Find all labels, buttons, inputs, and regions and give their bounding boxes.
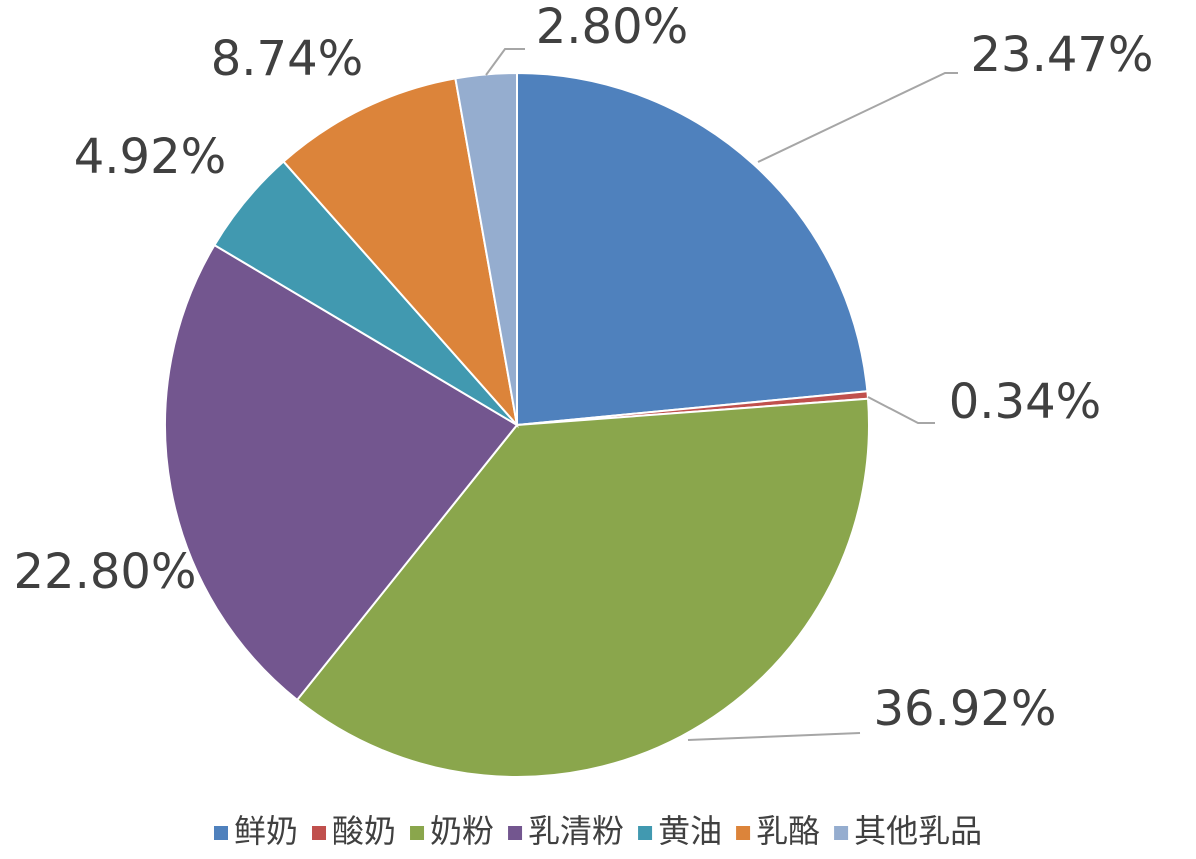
legend-label: 酸奶 <box>332 812 396 850</box>
legend-label: 奶粉 <box>430 812 494 850</box>
legend-swatch <box>312 826 327 840</box>
legend-label: 其他乳品 <box>854 812 982 850</box>
leader-line <box>485 48 525 76</box>
legend-label: 黄油 <box>658 812 722 850</box>
leader-line <box>687 732 861 741</box>
data-label: 36.92% <box>873 681 1056 737</box>
legend-swatch <box>214 826 228 840</box>
data-label: 2.80% <box>536 0 688 55</box>
data-label: 8.74% <box>211 31 363 87</box>
data-label: 23.47% <box>970 27 1153 83</box>
legend-swatch <box>638 826 653 840</box>
legend-label: 乳酪 <box>756 812 820 850</box>
pie-slice <box>282 77 519 429</box>
leader-line <box>757 72 958 163</box>
legend-swatch <box>410 826 425 840</box>
data-label: 4.92% <box>74 129 226 185</box>
pie-slice <box>516 71 869 427</box>
leader-line <box>867 396 935 424</box>
data-label: 0.34% <box>949 374 1101 430</box>
data-label: 22.80% <box>13 544 196 600</box>
legend-swatch <box>834 826 849 840</box>
legend-swatch <box>736 826 751 840</box>
legend-label: 乳清粉 <box>528 812 624 850</box>
legend-swatch <box>508 826 523 840</box>
pie-slice <box>295 397 870 778</box>
pie-slice <box>164 243 519 702</box>
legend-label: 鲜奶 <box>234 812 298 850</box>
